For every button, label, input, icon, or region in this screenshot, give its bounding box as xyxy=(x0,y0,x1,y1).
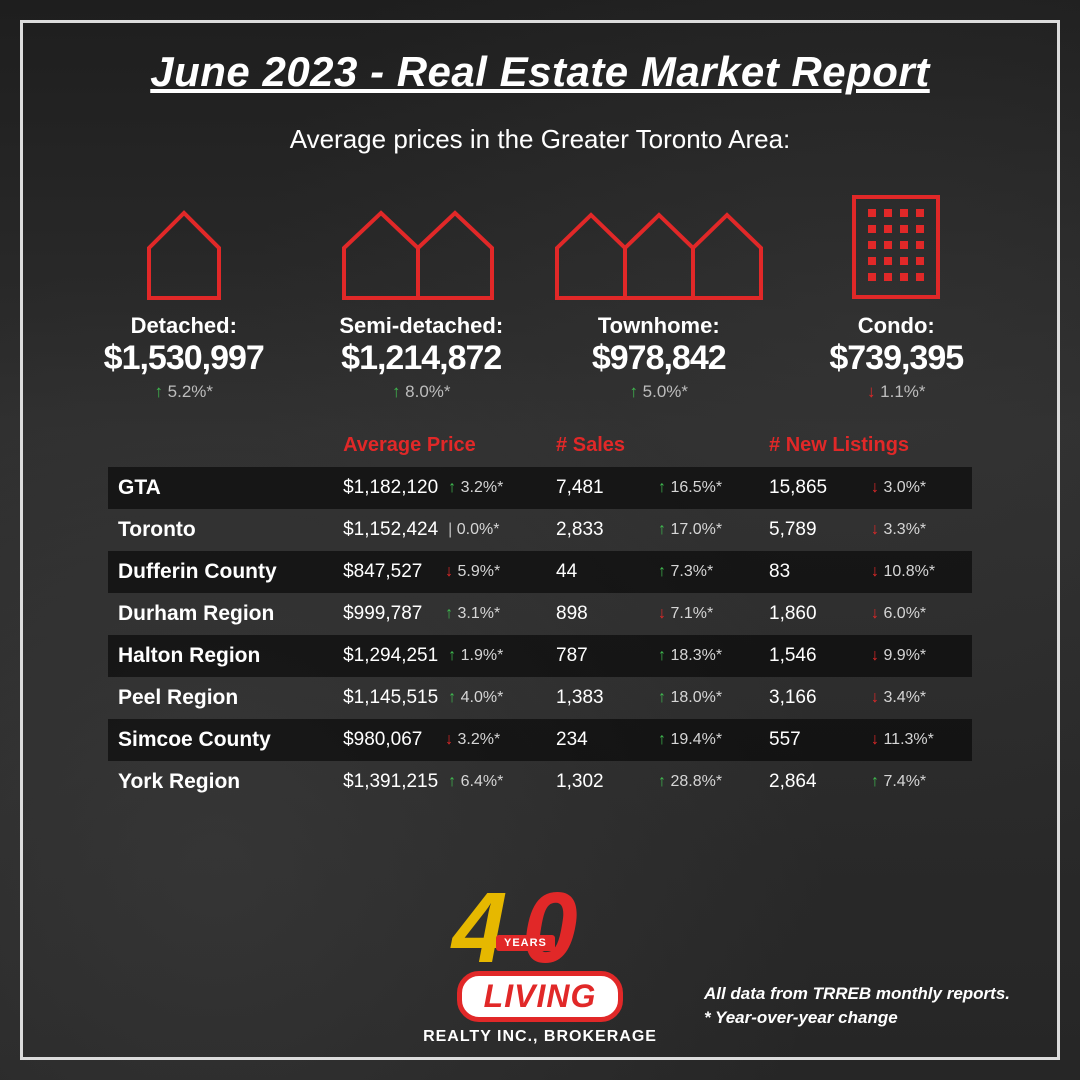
card-change: ↑ 5.2%* xyxy=(70,382,298,402)
price-card: Detached: $1,530,997 ↑ 5.2%* xyxy=(70,183,298,402)
card-price: $739,395 xyxy=(783,339,1011,378)
listings-cell: 5,789 ↓ 3.3%* xyxy=(759,509,972,551)
avg-price-cell: $1,145,515 ↑ 4.0%* xyxy=(333,677,546,719)
avg-price-cell: $847,527 ↓ 5.9%* xyxy=(333,551,546,593)
content-container: June 2023 - Real Estate Market Report Av… xyxy=(0,0,1080,803)
region-table-wrap: Average Price # Sales # New Listings GTA… xyxy=(108,428,972,803)
region-name: Simcoe County xyxy=(108,719,333,761)
col-header-sales: # Sales xyxy=(546,428,759,467)
col-header-listings: # New Listings xyxy=(759,428,972,467)
table-row: Simcoe County $980,067 ↓ 3.2%* 234 ↑ 19.… xyxy=(108,719,972,761)
card-label: Semi-detached: xyxy=(308,313,536,339)
listings-cell: 83 ↓ 10.8%* xyxy=(759,551,972,593)
brand-tagline: REALTY INC., BROKERAGE xyxy=(423,1028,657,1046)
card-change: ↑ 5.0%* xyxy=(545,382,773,402)
col-header-region xyxy=(108,428,333,467)
condo-grid-icon xyxy=(846,193,946,303)
table-row: York Region $1,391,215 ↑ 6.4%* 1,302 ↑ 2… xyxy=(108,761,972,803)
sales-cell: 787 ↑ 18.3%* xyxy=(546,635,759,677)
sales-cell: 234 ↑ 19.4%* xyxy=(546,719,759,761)
region-name: Toronto xyxy=(108,509,333,551)
card-icon xyxy=(545,183,773,303)
house-double-icon xyxy=(336,203,506,303)
table-row: Halton Region $1,294,251 ↑ 1.9%* 787 ↑ 1… xyxy=(108,635,972,677)
region-name: York Region xyxy=(108,761,333,803)
listings-cell: 15,865 ↓ 3.0%* xyxy=(759,467,972,509)
card-price: $1,214,872 xyxy=(308,339,536,378)
sales-cell: 7,481 ↑ 16.5%* xyxy=(546,467,759,509)
region-name: Halton Region xyxy=(108,635,333,677)
listings-cell: 2,864 ↑ 7.4%* xyxy=(759,761,972,803)
house-triple-icon xyxy=(549,203,769,303)
region-name: GTA xyxy=(108,467,333,509)
avg-price-cell: $980,067 ↓ 3.2%* xyxy=(333,719,546,761)
years-badge: YEARS xyxy=(496,935,555,951)
house-single-icon xyxy=(134,203,234,303)
page-title: June 2023 - Real Estate Market Report xyxy=(60,48,1020,96)
price-card: Townhome: $978,842 ↑ 5.0%* xyxy=(545,183,773,402)
avg-price-cell: $1,152,424 | 0.0%* xyxy=(333,509,546,551)
region-name: Dufferin County xyxy=(108,551,333,593)
price-card: Semi-detached: $1,214,872 ↑ 8.0%* xyxy=(308,183,536,402)
card-change: ↑ 8.0%* xyxy=(308,382,536,402)
sales-cell: 1,383 ↑ 18.0%* xyxy=(546,677,759,719)
page-subtitle: Average prices in the Greater Toronto Ar… xyxy=(60,124,1020,155)
price-cards-row: Detached: $1,530,997 ↑ 5.2%* Semi-detach… xyxy=(60,183,1020,402)
sales-cell: 1,302 ↑ 28.8%* xyxy=(546,761,759,803)
card-icon xyxy=(308,183,536,303)
card-price: $1,530,997 xyxy=(70,339,298,378)
region-name: Peel Region xyxy=(108,677,333,719)
avg-price-cell: $1,391,215 ↑ 6.4%* xyxy=(333,761,546,803)
listings-cell: 3,166 ↓ 3.4%* xyxy=(759,677,972,719)
listings-cell: 1,546 ↓ 9.9%* xyxy=(759,635,972,677)
sales-cell: 898 ↓ 7.1%* xyxy=(546,593,759,635)
avg-price-cell: $1,294,251 ↑ 1.9%* xyxy=(333,635,546,677)
region-name: Durham Region xyxy=(108,593,333,635)
card-label: Townhome: xyxy=(545,313,773,339)
footnotes: All data from TRREB monthly reports. * Y… xyxy=(704,982,1010,1030)
brand-logo: 40 YEARS LIVING REALTY INC., BROKERAGE xyxy=(423,879,657,1046)
table-row: GTA $1,182,120 ↑ 3.2%* 7,481 ↑ 16.5%* 15… xyxy=(108,467,972,509)
price-card: Condo: $739,395 ↓ 1.1%* xyxy=(783,183,1011,402)
card-icon xyxy=(70,183,298,303)
card-label: Detached: xyxy=(70,313,298,339)
table-row: Durham Region $999,787 ↑ 3.1%* 898 ↓ 7.1… xyxy=(108,593,972,635)
table-row: Peel Region $1,145,515 ↑ 4.0%* 1,383 ↑ 1… xyxy=(108,677,972,719)
avg-price-cell: $999,787 ↑ 3.1%* xyxy=(333,593,546,635)
region-table: Average Price # Sales # New Listings GTA… xyxy=(108,428,972,803)
col-header-price: Average Price xyxy=(333,428,546,467)
card-label: Condo: xyxy=(783,313,1011,339)
avg-price-cell: $1,182,120 ↑ 3.2%* xyxy=(333,467,546,509)
sales-cell: 44 ↑ 7.3%* xyxy=(546,551,759,593)
listings-cell: 1,860 ↓ 6.0%* xyxy=(759,593,972,635)
footnote-yoy: * Year-over-year change xyxy=(704,1006,1010,1030)
card-icon xyxy=(783,183,1011,303)
card-price: $978,842 xyxy=(545,339,773,378)
table-row: Toronto $1,152,424 | 0.0%* 2,833 ↑ 17.0%… xyxy=(108,509,972,551)
listings-cell: 557 ↓ 11.3%* xyxy=(759,719,972,761)
brand-name-badge: LIVING xyxy=(457,971,624,1022)
table-row: Dufferin County $847,527 ↓ 5.9%* 44 ↑ 7.… xyxy=(108,551,972,593)
sales-cell: 2,833 ↑ 17.0%* xyxy=(546,509,759,551)
card-change: ↓ 1.1%* xyxy=(783,382,1011,402)
footnote-source: All data from TRREB monthly reports. xyxy=(704,982,1010,1006)
